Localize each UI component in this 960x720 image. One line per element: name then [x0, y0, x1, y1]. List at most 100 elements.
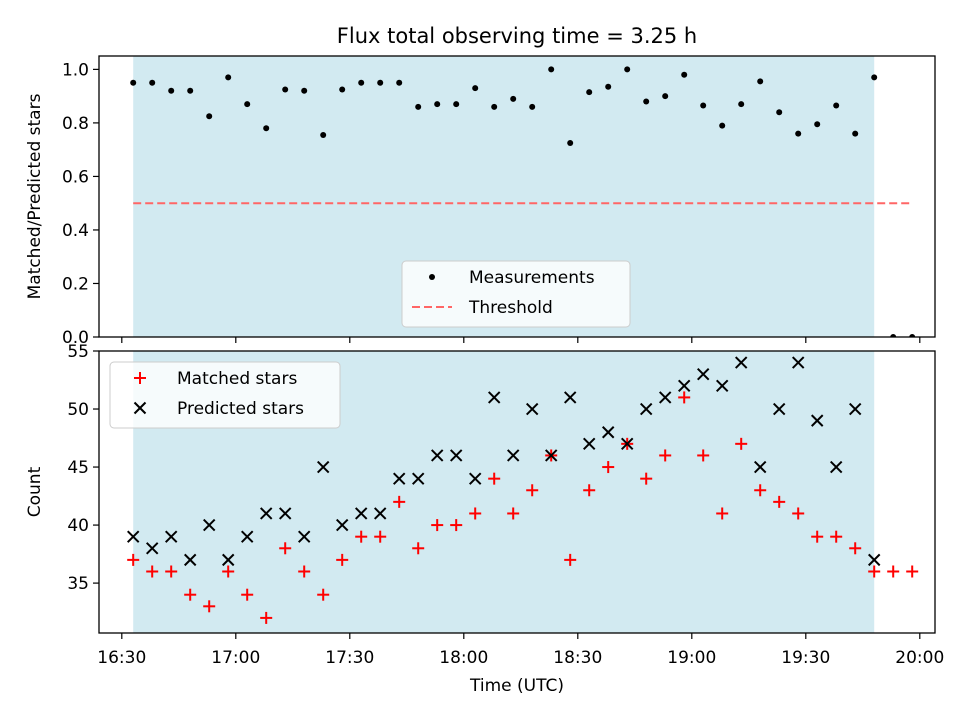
cross-marker-b: [525, 402, 539, 416]
cross-marker-b: [392, 472, 406, 485]
predicted-point: [164, 530, 178, 543]
cross-marker-b: [316, 460, 330, 474]
measurement-point: [529, 103, 536, 110]
measurement-point: [206, 113, 213, 120]
cross-marker-b: [240, 530, 254, 543]
cross-marker-b: [430, 449, 444, 462]
predicted-point: [772, 402, 786, 416]
matched-point: [165, 565, 178, 578]
count-panel: 35 40 45 50 55 16:30 17:00 17:30 18:00 18:30 19:00…: [25, 342, 944, 696]
cross-marker-b: [278, 507, 292, 520]
predicted-point: [487, 391, 501, 404]
predicted-point: [715, 379, 729, 393]
legend-label: Matched stars: [177, 369, 297, 389]
measurement-point: [415, 103, 422, 110]
x-tick-label: 19:30: [781, 648, 830, 668]
matched-point: [241, 588, 254, 601]
legend-box: [109, 361, 341, 429]
cross-marker-b: [677, 379, 691, 393]
measurement-point: [757, 78, 764, 85]
cross-marker-b: [411, 472, 425, 485]
cross-marker-b: [544, 449, 558, 462]
cross-marker-b: [696, 368, 710, 381]
matched-point: [336, 553, 349, 566]
y-tick-label: 45: [67, 458, 89, 478]
cross-marker-b: [582, 437, 596, 451]
predicted-point: [658, 391, 672, 404]
measurement-point: [890, 334, 897, 337]
matched-point: [659, 449, 672, 462]
predicted-point: [696, 368, 710, 381]
y-tick-label: 40: [67, 516, 89, 536]
measurement-point: [833, 102, 840, 109]
measurement-point: [776, 109, 783, 116]
matched-point: [317, 588, 330, 601]
figure-title: Flux total observing time = 3.25 h: [337, 24, 697, 48]
cross-marker-b: [126, 530, 140, 543]
measurement-point: [586, 89, 593, 96]
cross-marker-b: [601, 426, 615, 439]
x-tick-label: 18:00: [439, 648, 488, 668]
measurement-point: [738, 101, 745, 108]
matched-point: [640, 472, 653, 485]
predicted-point: [620, 437, 634, 451]
y-axis-label: Matched/Predicted stars: [25, 93, 45, 299]
measurement-point: [643, 98, 650, 105]
y-tick-label: 55: [67, 342, 89, 362]
predicted-point: [468, 472, 482, 485]
measurement-point: [681, 71, 688, 78]
predicted-point: [392, 472, 406, 485]
legend-label: Predicted stars: [177, 399, 304, 419]
matched-point: [773, 495, 786, 508]
cross-marker-b: [848, 402, 862, 416]
measurement-point: [548, 66, 555, 73]
cross-marker-b: [297, 530, 311, 543]
measurement-point: [187, 87, 194, 94]
matched-point: [431, 519, 444, 532]
predicted-point: [848, 402, 862, 416]
matched-point: [374, 530, 387, 543]
matched-point: [298, 565, 311, 578]
predicted-point: [335, 518, 349, 532]
matched-point: [355, 530, 368, 543]
predicted-point: [525, 402, 539, 416]
measurement-point: [130, 79, 137, 86]
measurement-point: [852, 130, 859, 137]
cross-marker-b: [487, 391, 501, 404]
predicted-point: [582, 437, 596, 451]
matched-point: [526, 484, 539, 497]
cross-marker-b: [183, 553, 197, 567]
cross-marker-b: [259, 507, 273, 520]
predicted-point: [240, 530, 254, 543]
matched-point: [697, 449, 710, 462]
measurement-point: [567, 139, 574, 146]
matched-point: [830, 530, 843, 543]
cross-marker-b: [829, 460, 843, 474]
legend-matched-swatch: [134, 372, 146, 384]
predicted-point: [259, 507, 273, 520]
predicted-point: [278, 507, 292, 520]
predicted-point: [639, 402, 653, 416]
plot-area: [130, 66, 916, 337]
cross-marker-b: [145, 542, 159, 555]
cross-marker-b: [335, 518, 349, 532]
matched-point: [716, 507, 729, 520]
x-tick-label: 16:30: [97, 648, 146, 668]
cross-marker-b: [772, 402, 786, 416]
matched-point: [127, 553, 140, 566]
matched-point: [507, 507, 520, 520]
measurement-point: [510, 95, 517, 102]
predicted-point: [373, 507, 387, 520]
measurement-point: [909, 334, 916, 337]
measurement-point: [282, 86, 289, 93]
matched-point: [678, 391, 691, 404]
predicted-point: [563, 391, 577, 404]
measurement-point: [168, 87, 175, 94]
measurement-point: [605, 83, 612, 90]
predicted-point: [145, 542, 159, 555]
matched-point: [735, 437, 748, 450]
predicted-point: [126, 530, 140, 543]
y-axis-label: Count: [25, 466, 45, 517]
y-tick-label: 0.0: [62, 328, 89, 348]
matched-point: [412, 542, 425, 555]
